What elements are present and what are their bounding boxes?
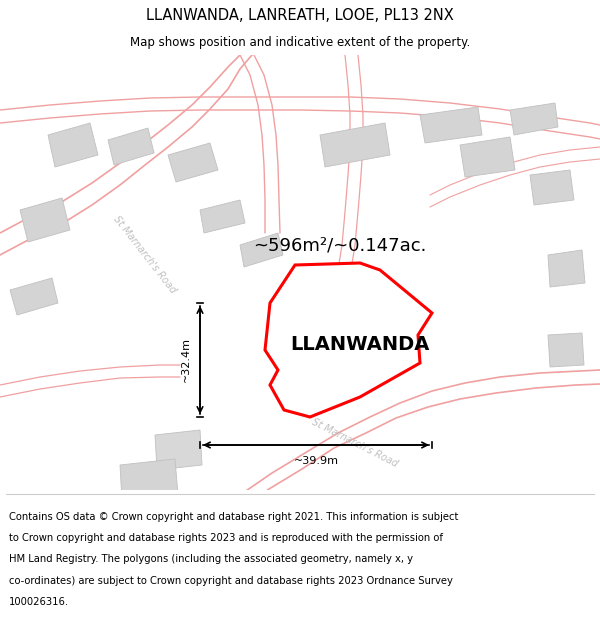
Text: St Marnarch's Road: St Marnarch's Road bbox=[112, 214, 178, 296]
Text: LLANWANDA: LLANWANDA bbox=[290, 336, 430, 354]
Text: 100026316.: 100026316. bbox=[9, 597, 69, 607]
Polygon shape bbox=[200, 200, 245, 233]
Polygon shape bbox=[265, 263, 432, 417]
Polygon shape bbox=[120, 459, 178, 501]
Polygon shape bbox=[548, 250, 585, 287]
Text: HM Land Registry. The polygons (including the associated geometry, namely x, y: HM Land Registry. The polygons (includin… bbox=[9, 554, 413, 564]
Polygon shape bbox=[240, 233, 283, 267]
Text: St Marnarch's Road: St Marnarch's Road bbox=[310, 417, 400, 469]
Polygon shape bbox=[168, 143, 218, 182]
Polygon shape bbox=[530, 170, 574, 205]
Polygon shape bbox=[510, 103, 558, 135]
Text: Contains OS data © Crown copyright and database right 2021. This information is : Contains OS data © Crown copyright and d… bbox=[9, 512, 458, 522]
Polygon shape bbox=[155, 430, 202, 470]
Polygon shape bbox=[10, 278, 58, 315]
Text: ~39.9m: ~39.9m bbox=[293, 456, 338, 466]
Text: LLANWANDA, LANREATH, LOOE, PL13 2NX: LLANWANDA, LANREATH, LOOE, PL13 2NX bbox=[146, 8, 454, 23]
Text: ~596m²/~0.147ac.: ~596m²/~0.147ac. bbox=[253, 236, 427, 254]
Polygon shape bbox=[320, 123, 390, 167]
Polygon shape bbox=[460, 137, 515, 177]
Polygon shape bbox=[548, 333, 584, 367]
Text: ~32.4m: ~32.4m bbox=[181, 338, 191, 382]
Polygon shape bbox=[420, 107, 482, 143]
Text: co-ordinates) are subject to Crown copyright and database rights 2023 Ordnance S: co-ordinates) are subject to Crown copyr… bbox=[9, 576, 453, 586]
Polygon shape bbox=[20, 198, 70, 242]
Text: to Crown copyright and database rights 2023 and is reproduced with the permissio: to Crown copyright and database rights 2… bbox=[9, 533, 443, 543]
Polygon shape bbox=[108, 128, 154, 165]
Text: Map shows position and indicative extent of the property.: Map shows position and indicative extent… bbox=[130, 36, 470, 49]
Polygon shape bbox=[48, 123, 98, 167]
